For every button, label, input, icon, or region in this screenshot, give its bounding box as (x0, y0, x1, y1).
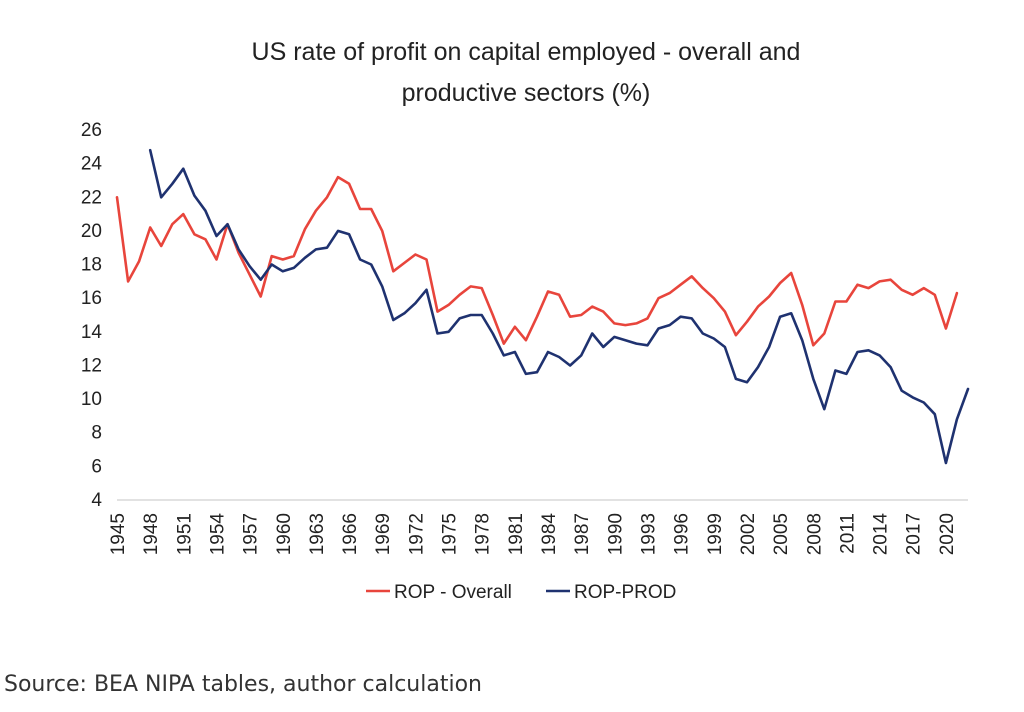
y-tick-label: 10 (81, 389, 102, 410)
x-tick-label: 1990 (605, 513, 626, 555)
line-chart: US rate of profit on capital employed - … (81, 38, 970, 603)
y-tick-label: 4 (91, 490, 102, 511)
x-tick-label: 2005 (771, 513, 792, 555)
y-tick-label: 22 (81, 187, 102, 208)
x-tick-label: 1954 (207, 513, 228, 556)
legend-label: ROP - Overall (394, 582, 512, 603)
x-tick-label: 2014 (871, 513, 892, 556)
y-axis: 4 6 8 10 12 14 16 18 20 22 24 26 (81, 120, 103, 511)
x-tick-label: 1960 (274, 513, 295, 555)
x-tick-label: 1945 (108, 513, 129, 555)
x-tick-label: 1999 (705, 513, 726, 555)
legend-label: ROP-PROD (574, 582, 676, 603)
x-tick-label: 1975 (440, 513, 461, 555)
y-tick-label: 20 (81, 221, 102, 242)
series-layer (115, 148, 970, 465)
x-tick-label: 2002 (738, 513, 759, 555)
chart-title-line-1: US rate of profit on capital employed - … (252, 38, 801, 66)
x-tick-label: 1993 (638, 513, 659, 555)
y-tick-label: 18 (81, 255, 102, 276)
x-tick-label: 1948 (141, 513, 162, 555)
y-tick-label: 8 (91, 423, 102, 444)
x-tick-label: 1969 (373, 513, 394, 555)
x-tick-label: 1963 (307, 513, 328, 555)
x-axis: 1945 1948 1951 1954 1957 1960 1963 1966 1969 1972… (108, 499, 968, 556)
y-tick-label: 26 (81, 120, 102, 141)
y-tick-label: 24 (81, 154, 103, 175)
series-line-1 (115, 175, 959, 347)
series-line-2 (148, 148, 970, 465)
x-tick-label: 2017 (904, 513, 925, 555)
y-tick-label: 14 (81, 322, 103, 343)
x-tick-label: 1984 (539, 513, 560, 556)
x-tick-label: 2011 (837, 513, 858, 554)
x-tick-label: 1978 (473, 513, 494, 555)
x-tick-label: 2020 (937, 513, 958, 555)
x-tick-label: 1981 (506, 513, 527, 555)
x-tick-label: 1951 (174, 513, 195, 555)
x-tick-label: 2008 (804, 513, 825, 555)
x-tick-label: 1966 (340, 513, 361, 555)
x-tick-label: 1996 (672, 513, 693, 555)
x-tick-label: 1957 (241, 513, 262, 555)
x-tick-label: 1987 (572, 513, 593, 555)
chart-title-line-2: productive sectors (%) (402, 79, 651, 107)
legend: ROP - Overall ROP-PROD (366, 582, 676, 603)
y-tick-label: 6 (91, 456, 102, 477)
source-note: Source: BEA NIPA tables, author calculat… (4, 672, 482, 697)
y-tick-label: 12 (81, 355, 102, 376)
x-tick-label: 1972 (406, 513, 427, 555)
y-tick-label: 16 (81, 288, 102, 309)
